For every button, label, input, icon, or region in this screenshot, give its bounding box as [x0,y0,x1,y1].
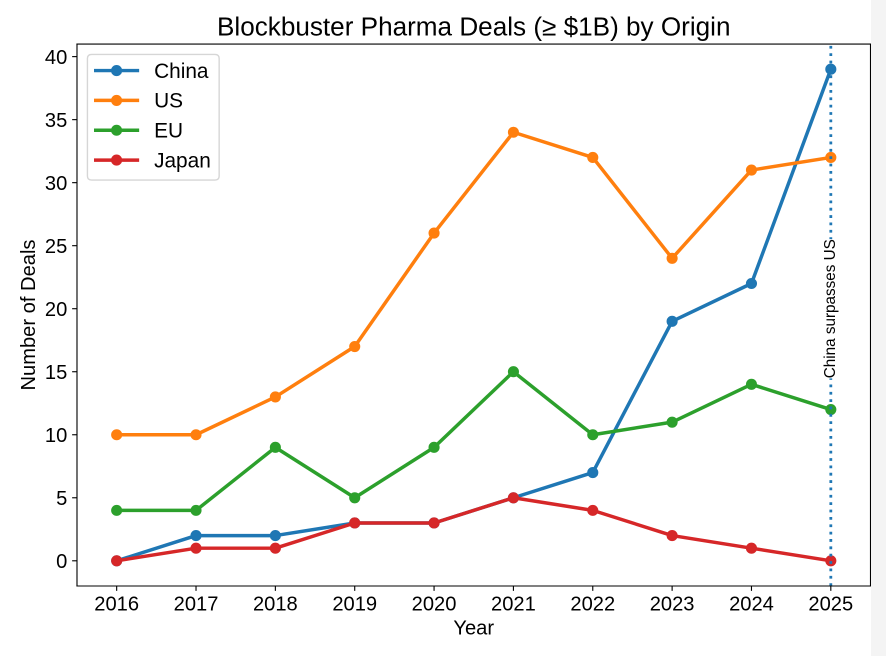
svg-text:2018: 2018 [253,593,298,615]
svg-text:25: 25 [45,236,67,258]
svg-text:0: 0 [56,551,67,573]
svg-text:2023: 2023 [650,593,695,615]
svg-text:35: 35 [45,110,67,132]
svg-text:20: 20 [45,299,67,321]
svg-text:Number of Deals: Number of Deals [18,240,40,391]
svg-text:Japan: Japan [154,149,211,172]
svg-text:2025: 2025 [808,593,853,615]
svg-text:5: 5 [56,488,67,510]
svg-text:15: 15 [45,362,67,384]
svg-text:Blockbuster Pharma Deals (≥ $1: Blockbuster Pharma Deals (≥ $1B) by Orig… [217,12,731,42]
svg-text:China: China [154,60,209,83]
svg-text:2019: 2019 [332,593,377,615]
svg-text:10: 10 [45,425,67,447]
svg-text:China surpasses US: China surpasses US [822,239,839,378]
svg-text:2024: 2024 [729,593,774,615]
svg-text:2022: 2022 [570,593,615,615]
svg-text:Year: Year [453,618,494,640]
svg-text:US: US [154,90,183,113]
svg-text:EU: EU [154,120,183,143]
svg-text:30: 30 [45,173,67,195]
svg-text:2016: 2016 [94,593,139,615]
svg-text:2020: 2020 [412,593,457,615]
svg-text:40: 40 [45,47,67,69]
svg-text:2017: 2017 [174,593,219,615]
svg-text:2021: 2021 [491,593,536,615]
